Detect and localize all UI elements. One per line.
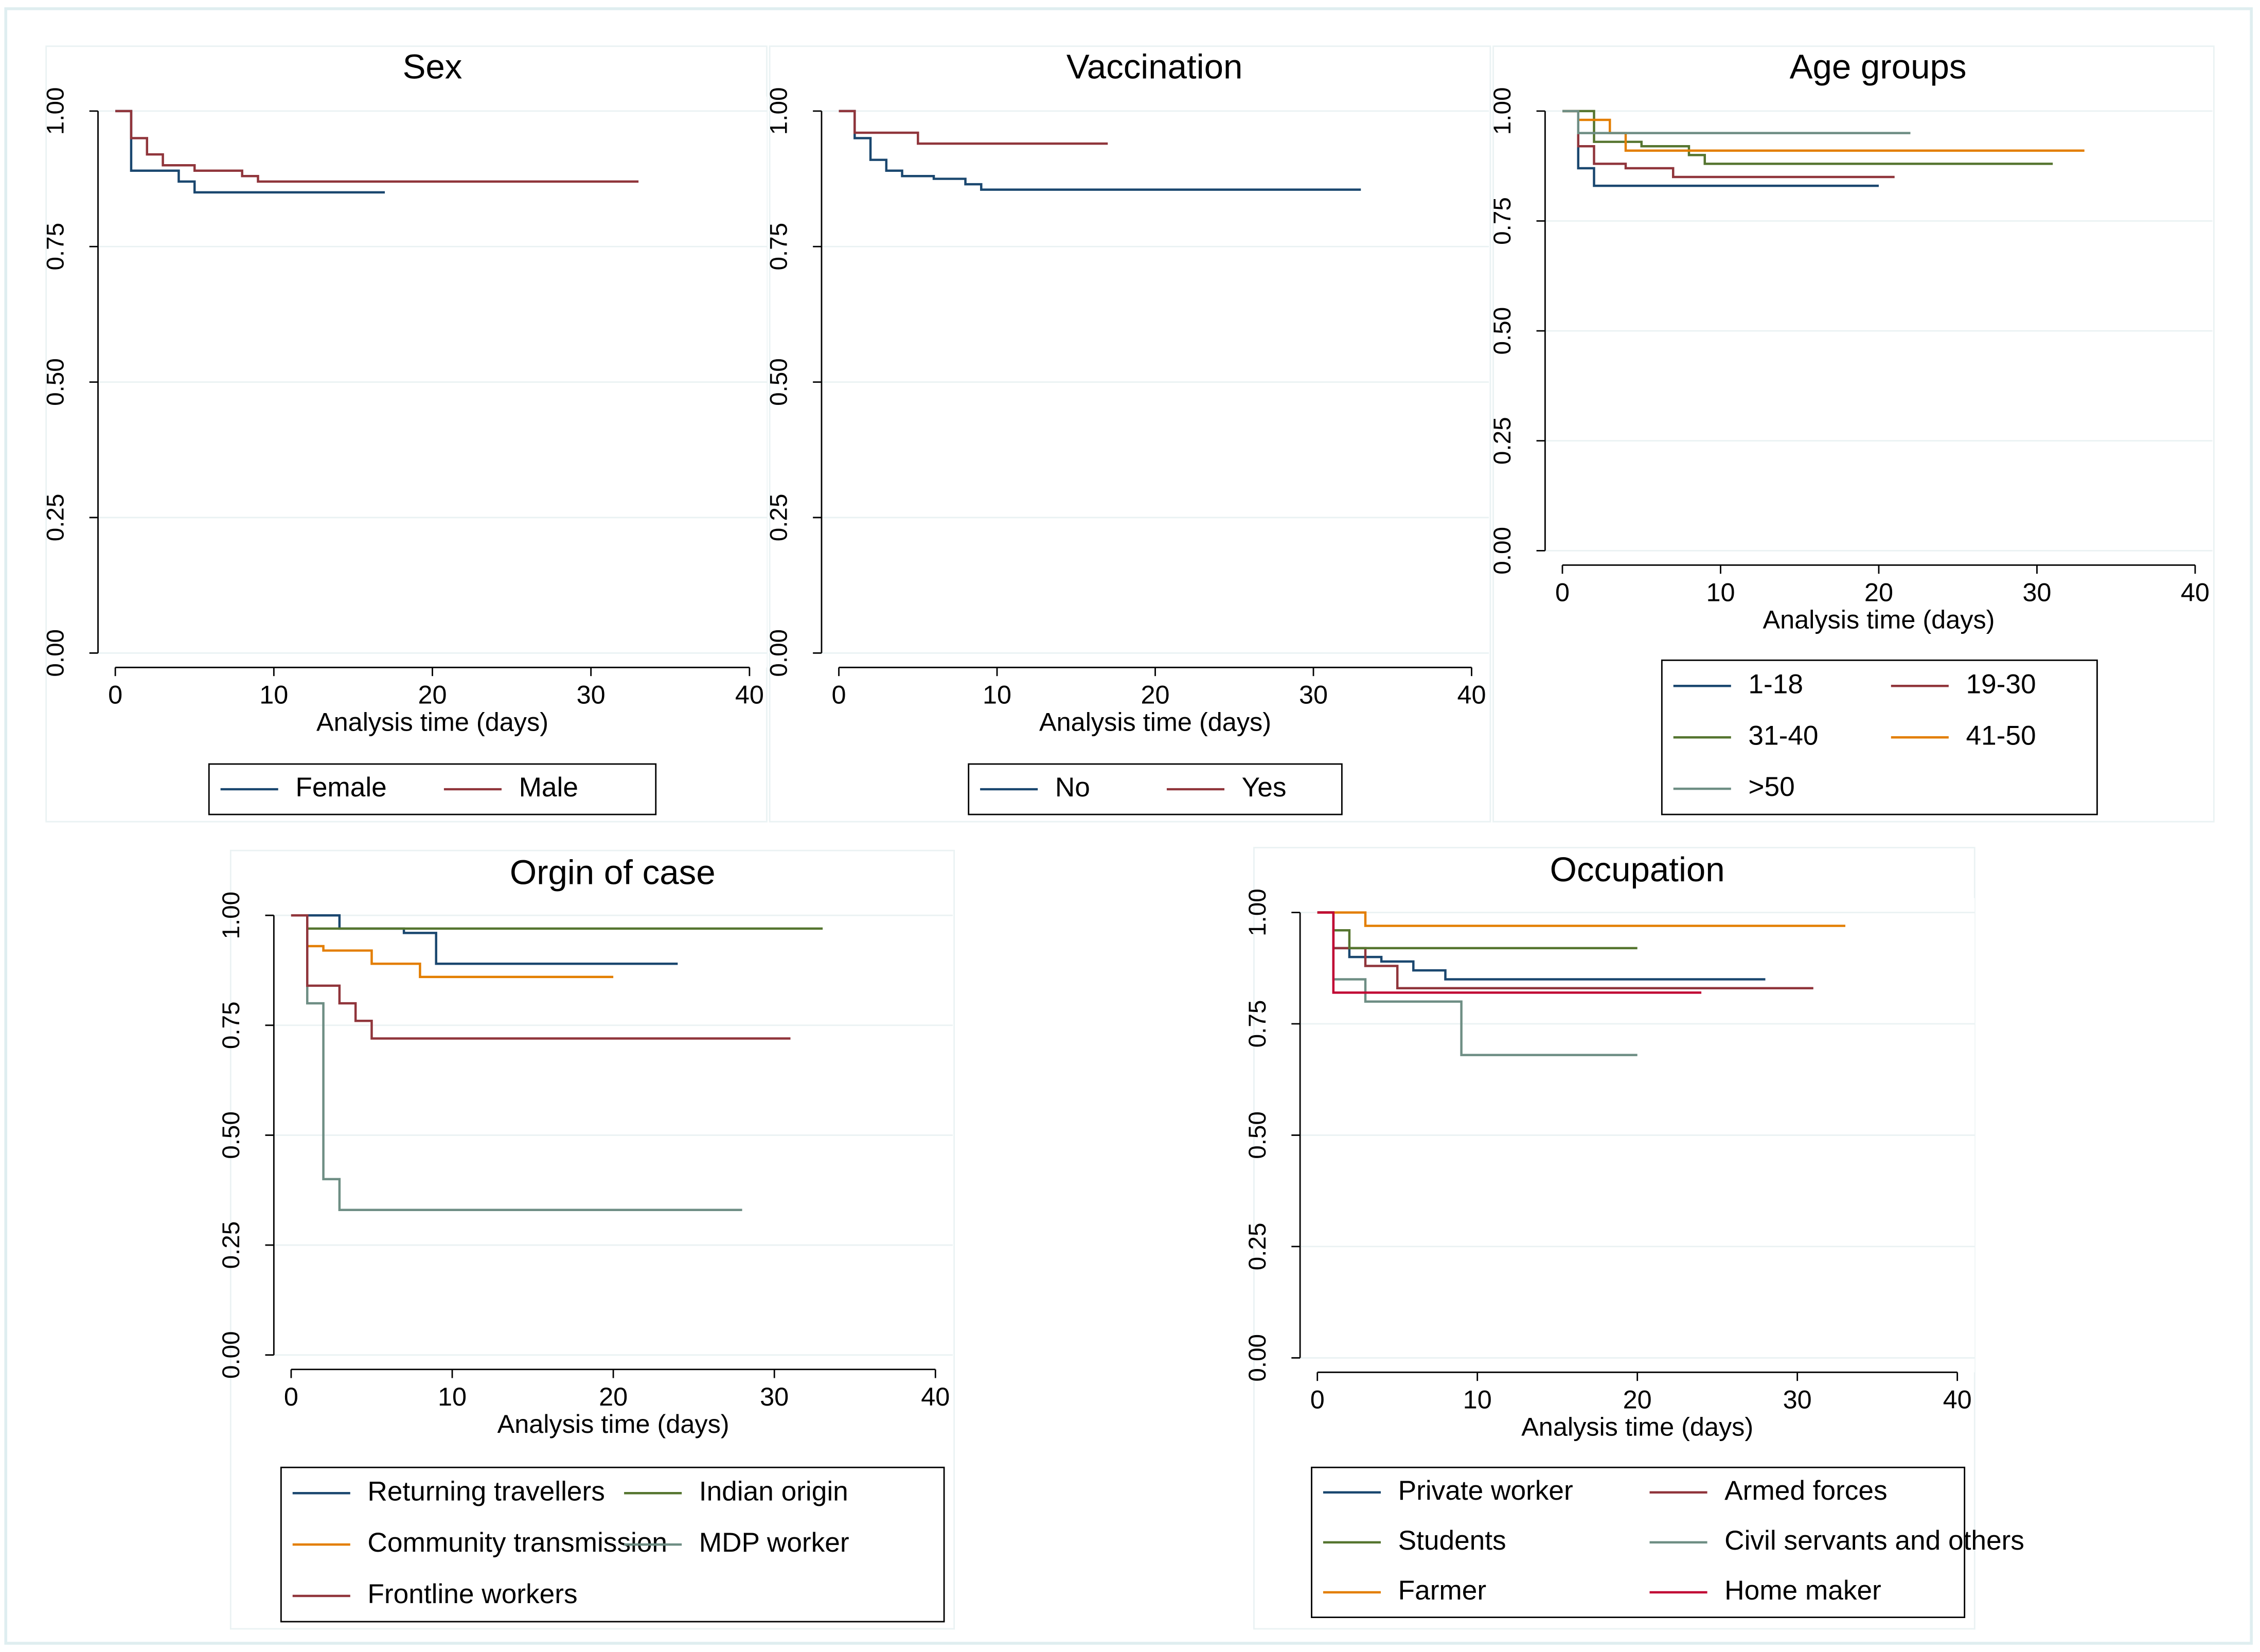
survival-curve <box>291 914 678 965</box>
y-tick-label: 0.50 <box>42 358 69 406</box>
x-tick-label: 20 <box>599 1382 628 1411</box>
x-tick-label: 0 <box>1310 1384 1325 1414</box>
y-tick-label: 0.75 <box>42 223 69 271</box>
y-tick-label: 0.00 <box>1489 527 1516 575</box>
legend-label: Civil servants and others <box>1724 1525 2024 1556</box>
x-tick-label: 10 <box>259 680 288 709</box>
y-tick-label: 0.25 <box>1489 417 1516 465</box>
x-tick-label: 10 <box>983 680 1011 709</box>
y-tick-label: 1.00 <box>1489 87 1516 135</box>
x-tick-label: 30 <box>577 680 606 709</box>
x-axis-label: Analysis time (days) <box>497 1409 729 1438</box>
legend-box <box>208 763 657 815</box>
x-axis-label: Analysis time (days) <box>1039 707 1271 737</box>
legend-label: Returning travellers <box>367 1476 604 1506</box>
legend-label: Yes <box>1242 772 1287 803</box>
y-tick-label: 0.25 <box>1244 1223 1271 1271</box>
y-tick-label: 1.00 <box>42 87 69 135</box>
y-tick-label: 0.50 <box>218 1111 245 1159</box>
survival-curve <box>839 110 1361 191</box>
legend-label: Female <box>295 772 386 803</box>
legend-label: Private worker <box>1398 1476 1573 1506</box>
legend-label: 31-40 <box>1748 720 1818 751</box>
legend-label: 1-18 <box>1748 669 1803 699</box>
x-axis-label: Analysis time (days) <box>316 707 548 737</box>
legend-label: Home maker <box>1724 1575 1881 1606</box>
x-tick-label: 10 <box>438 1382 467 1411</box>
chart-title: Vaccination <box>1066 47 1243 86</box>
chart-title: Occupation <box>1550 850 1725 889</box>
x-tick-label: 40 <box>921 1382 950 1411</box>
y-tick-label: 0.50 <box>766 358 793 406</box>
x-tick-label: 0 <box>284 1382 298 1411</box>
x-tick-label: 10 <box>1463 1384 1492 1414</box>
y-tick-label: 0.00 <box>42 629 69 677</box>
legend-label: Frontline workers <box>367 1579 577 1609</box>
survival-curve <box>1317 911 1845 927</box>
survival-curve <box>115 110 639 183</box>
legend-label: Male <box>519 772 578 803</box>
x-tick-label: 30 <box>1783 1384 1812 1414</box>
legend-label: Indian origin <box>699 1476 848 1506</box>
x-tick-label: 20 <box>1864 577 1893 607</box>
chart-title: Age groups <box>1790 47 1967 86</box>
x-tick-label: 20 <box>418 680 447 709</box>
y-tick-label: 0.25 <box>218 1221 245 1269</box>
chart-title: Sex <box>403 47 462 86</box>
legend-label: Armed forces <box>1724 1476 1887 1506</box>
survival-curve <box>1317 911 1702 994</box>
y-tick-label: 0.00 <box>1244 1334 1271 1382</box>
x-tick-label: 20 <box>1623 1384 1652 1414</box>
legend-box <box>1311 1466 1966 1619</box>
survival-curve <box>1562 110 1911 134</box>
legend-box <box>1661 659 2098 815</box>
y-tick-label: 0.75 <box>1244 1000 1271 1048</box>
legend-label: Students <box>1398 1525 1506 1556</box>
x-tick-label: 30 <box>2022 577 2051 607</box>
x-tick-label: 0 <box>1555 577 1570 607</box>
x-tick-label: 40 <box>2181 577 2210 607</box>
legend-label: No <box>1055 772 1090 803</box>
frame <box>4 7 2253 1645</box>
y-tick-label: 1.00 <box>1244 889 1271 936</box>
x-tick-label: 30 <box>760 1382 789 1411</box>
survival-curve <box>1562 110 2053 165</box>
x-tick-label: 40 <box>1943 1384 1972 1414</box>
y-tick-label: 0.25 <box>766 494 793 542</box>
legend-label: Farmer <box>1398 1575 1486 1606</box>
legend-label: MDP worker <box>699 1527 849 1558</box>
y-tick-label: 0.50 <box>1489 307 1516 355</box>
survival-curve <box>291 914 791 1040</box>
y-tick-label: 1.00 <box>218 892 245 939</box>
y-tick-label: 0.00 <box>218 1331 245 1379</box>
x-tick-label: 40 <box>735 680 764 709</box>
y-tick-label: 0.75 <box>1489 197 1516 245</box>
x-tick-label: 0 <box>108 680 122 709</box>
legend-label: >50 <box>1748 772 1794 802</box>
legend-label: 19-30 <box>1966 669 2036 699</box>
y-tick-label: 0.75 <box>218 1001 245 1049</box>
survival-curve <box>839 110 1108 145</box>
y-tick-label: 0.50 <box>1244 1111 1271 1159</box>
x-tick-label: 0 <box>832 680 846 709</box>
x-tick-label: 40 <box>1457 680 1486 709</box>
y-tick-label: 0.25 <box>42 494 69 542</box>
x-tick-label: 10 <box>1706 577 1735 607</box>
y-tick-label: 1.00 <box>766 87 793 135</box>
y-tick-label: 0.75 <box>766 223 793 271</box>
x-tick-label: 20 <box>1141 680 1169 709</box>
chart-title: Orgin of case <box>510 854 716 892</box>
legend-box <box>280 1466 945 1623</box>
x-tick-label: 30 <box>1299 680 1328 709</box>
legend-label: 41-50 <box>1966 720 2036 751</box>
y-tick-label: 0.00 <box>766 629 793 677</box>
x-axis-label: Analysis time (days) <box>1521 1412 1753 1442</box>
legend-label: Community transmission <box>367 1527 667 1558</box>
x-axis-label: Analysis time (days) <box>1763 605 1995 634</box>
